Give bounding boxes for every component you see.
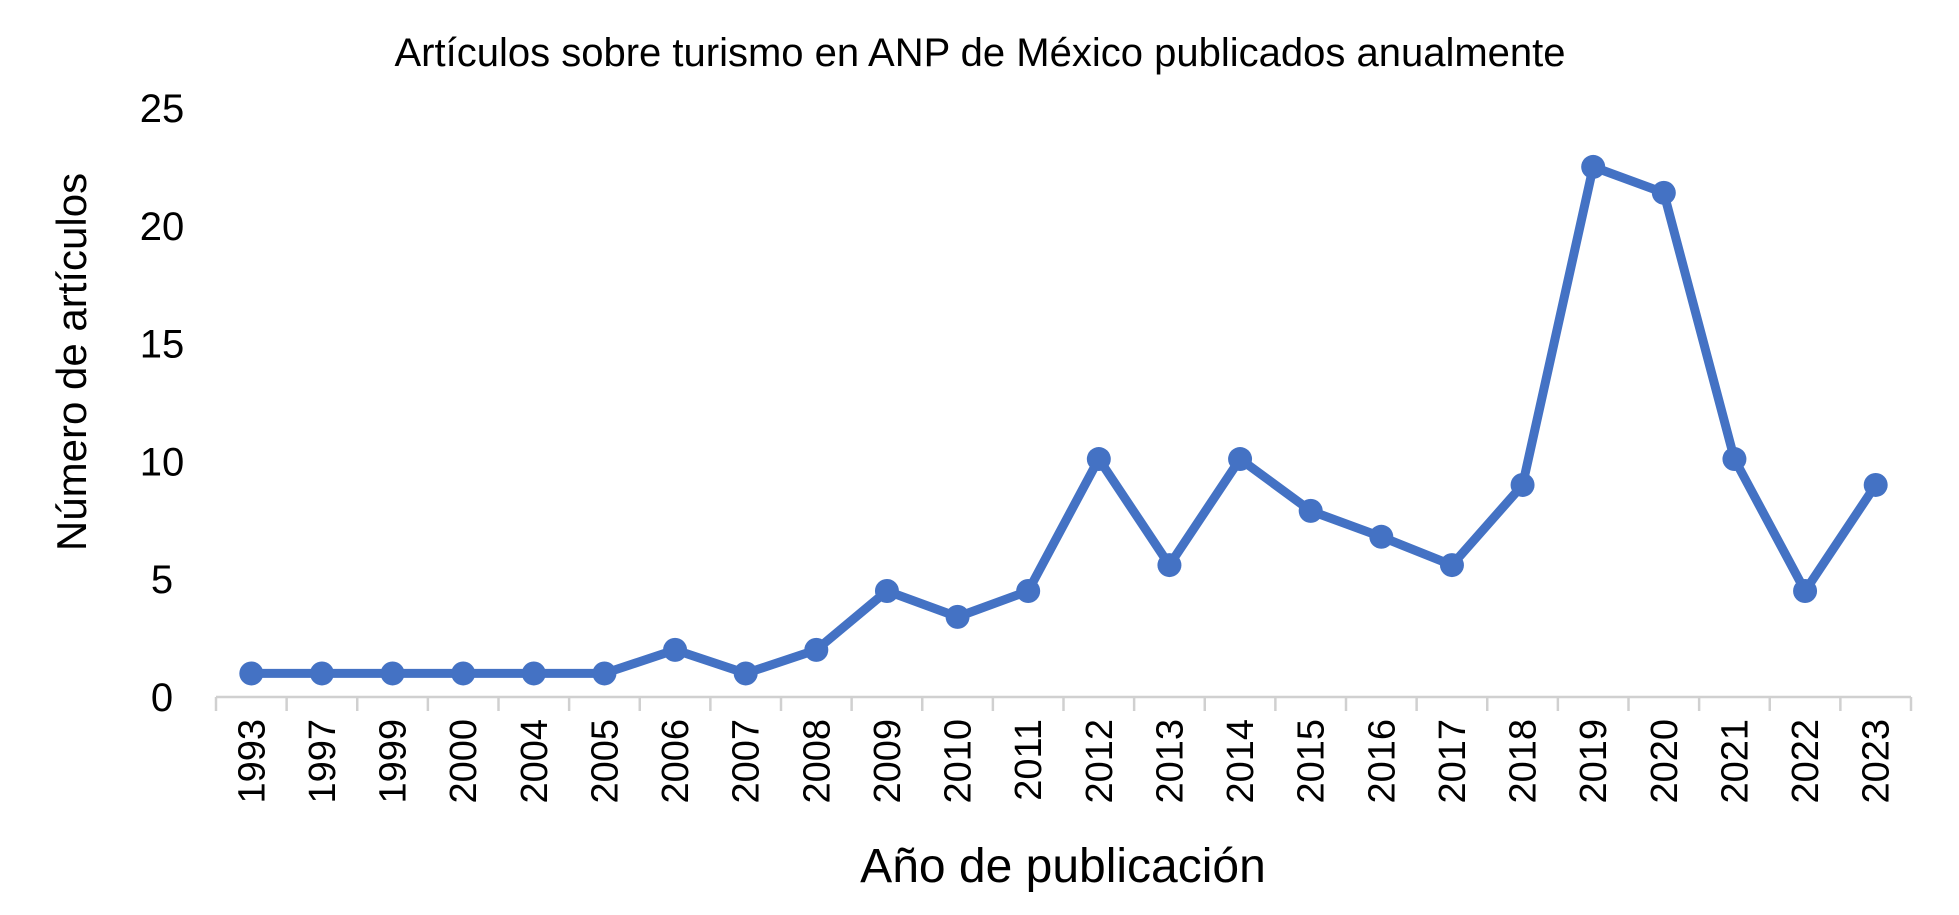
y-tick-label: 15 <box>140 323 185 367</box>
data-point <box>239 661 264 686</box>
data-point <box>1369 524 1394 549</box>
data-point <box>663 637 688 662</box>
x-tick-label: 1999 <box>373 719 415 804</box>
data-point <box>733 661 758 686</box>
data-point <box>1510 472 1535 497</box>
y-tick-label: 25 <box>140 87 185 131</box>
data-point <box>1581 154 1606 179</box>
data-point <box>1157 553 1182 578</box>
x-tick-label: 2011 <box>1008 719 1050 801</box>
x-tick-label: 2012 <box>1079 719 1121 804</box>
x-tick-label: 2019 <box>1573 719 1615 804</box>
data-point <box>1651 180 1676 205</box>
data-point <box>592 661 617 686</box>
data-point <box>1722 447 1747 472</box>
x-tick-label: 2005 <box>584 719 626 804</box>
x-tick-label: 2018 <box>1503 719 1545 804</box>
data-point <box>1863 472 1888 497</box>
series-line <box>246 162 1881 678</box>
x-tick-label: 2004 <box>514 719 556 804</box>
data-point <box>945 604 970 629</box>
y-tick-label: 0 <box>151 676 173 720</box>
data-point <box>380 661 405 686</box>
x-tick-label: 2010 <box>938 719 980 804</box>
data-point <box>451 661 476 686</box>
x-tick-label: 2022 <box>1785 719 1827 804</box>
x-tick-label: 2000 <box>443 719 485 804</box>
x-tick-label: 1997 <box>302 719 344 804</box>
x-tick-label: 2016 <box>1361 719 1403 804</box>
x-axis: 1993 1997 1999 2000 2004 2005 2006 2007 2008 2009… <box>214 695 1913 804</box>
data-point <box>1086 447 1111 472</box>
data-point <box>1016 578 1041 603</box>
data-point <box>874 578 899 603</box>
data-point <box>1298 498 1323 523</box>
chart-title: Artículos sobre turismo en ANP de México… <box>395 31 1566 75</box>
x-tick-label: 2014 <box>1220 719 1262 804</box>
series-group <box>239 154 1888 686</box>
data-point <box>309 661 334 686</box>
x-tick-label: 2013 <box>1149 719 1191 804</box>
x-tick-label: 1993 <box>231 719 273 804</box>
data-point <box>1793 578 1818 603</box>
y-tick-label: 5 <box>151 558 173 602</box>
x-tick-label: 2020 <box>1644 719 1686 804</box>
y-tick-label: 20 <box>140 205 185 249</box>
data-point <box>1439 553 1464 578</box>
x-tick-label: 2006 <box>655 719 697 804</box>
x-tick-label: 2017 <box>1432 719 1474 804</box>
x-tick-label: 2008 <box>796 719 838 804</box>
x-tick-label: 2023 <box>1856 719 1898 804</box>
x-tick-label: 2021 <box>1714 719 1756 804</box>
y-tick-label: 10 <box>140 440 185 484</box>
x-tick-label: 2007 <box>726 719 768 804</box>
data-point <box>521 661 546 686</box>
data-point <box>1228 447 1253 472</box>
y-axis: 0 5 10 15 20 25 <box>140 87 185 720</box>
y-axis-title: Número de artículos <box>48 173 95 551</box>
x-tick-label: 2015 <box>1291 719 1333 804</box>
data-point <box>804 637 829 662</box>
x-tick-label: 2009 <box>867 719 909 804</box>
x-axis-title: Año de publicación <box>860 840 1266 893</box>
